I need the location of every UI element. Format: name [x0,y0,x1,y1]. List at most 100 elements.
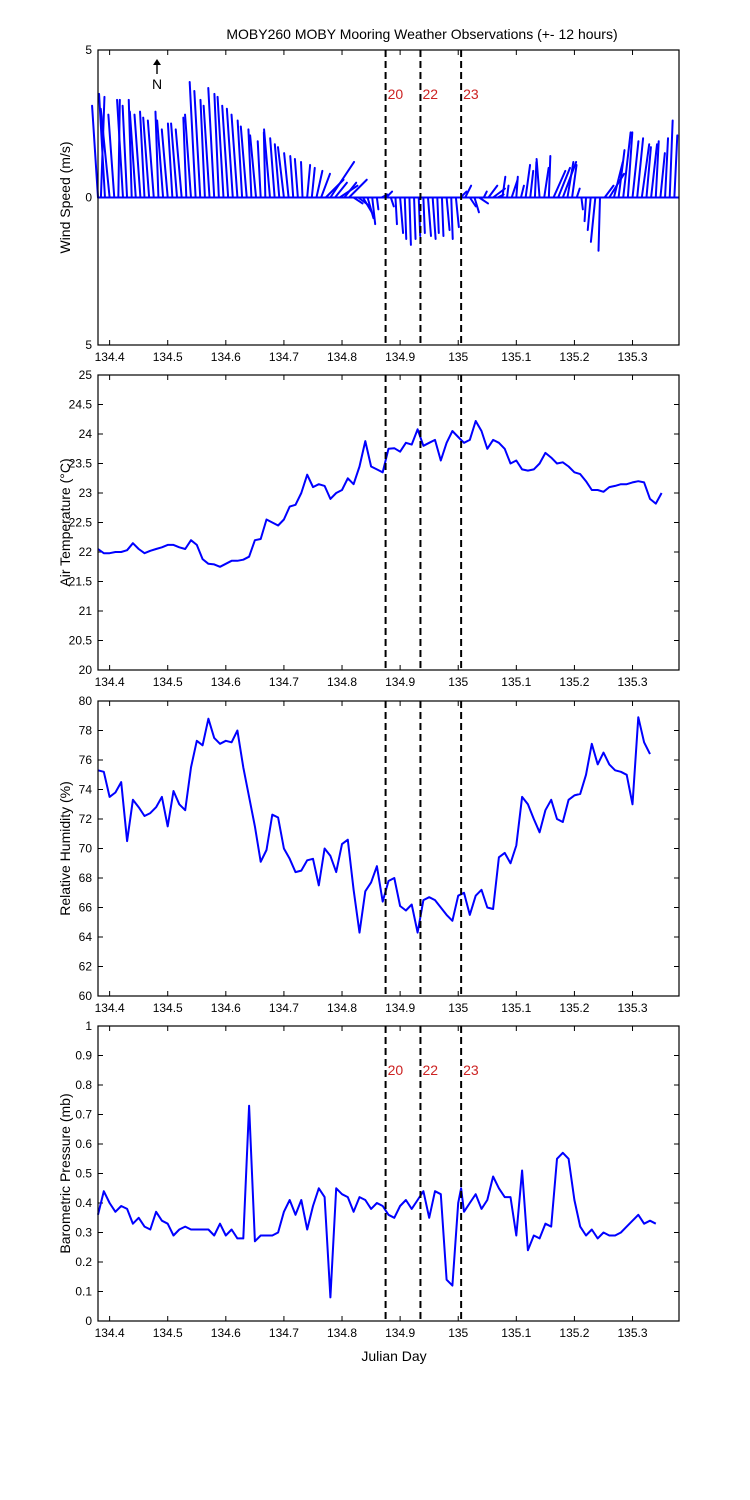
air-temperature-xtick-label: 134.8 [327,675,357,689]
wind-vector [557,166,571,199]
wind-vector [273,143,281,199]
wind-vector [659,152,666,199]
wind-vector [184,113,192,199]
relative-humidity-ylabel: Relative Humidity (%) [57,781,73,916]
wind-vector [262,131,267,199]
barometric-pressure-ylabel: Barometric Pressure (mb) [57,1093,73,1253]
wind-vector [170,122,179,199]
barometric-pressure-panel: Barometric Pressure (mb) 0 0.1 0.2 0.3 0.4 0.5… [57,1019,680,1340]
wind-vector [519,184,525,199]
air-temperature-ytick-label: 24.5 [69,398,93,412]
wind-ytick-label: 0 [85,191,92,205]
wind-vector [133,113,142,199]
wind-vector [188,81,197,199]
wind-xtick-label: 134.7 [269,350,299,364]
barometric-pressure-xtick-label: 135.1 [501,1326,531,1340]
north-indicator: N [152,59,162,92]
event-marker-label: 23 [463,86,479,102]
wind-vector [389,196,395,208]
wind-vector [174,128,183,199]
wind-vector [664,137,670,199]
wind-vector [269,137,276,199]
air-temperature-ytick-label: 24 [79,427,93,441]
wind-xtick-label: 134.8 [327,350,357,364]
relative-humidity-panel: Relative Humidity (%) 60 62 64 66 68 70 72 74 76 7… [57,694,680,1015]
wind-vector [650,143,659,199]
wind-vector [583,196,588,223]
event-marker-label: 20 [388,1062,404,1078]
wind-vector [640,143,651,199]
barometric-pressure-xtick-label: 134.7 [269,1326,299,1340]
wind-vector [654,140,660,199]
wind-vector [300,160,304,199]
wind-vector [139,110,146,199]
relative-humidity-ytick-label: 74 [79,783,93,797]
wind-vector [603,184,615,199]
event-marker-label: 23 [463,1062,479,1078]
figure-title: MOBY260 MOBY Mooring Weather Observation… [226,26,617,42]
wind-ytick-label: 5 [85,338,92,352]
wind-vector [221,104,230,199]
wind-xtick-label: 134.9 [385,350,415,364]
air-temperature-xtick-label: 134.6 [211,675,241,689]
wind-vector [182,116,188,199]
relative-humidity-ytick-label: 70 [79,842,93,856]
wind-vector [347,178,368,199]
wind-ytick-label: 5 [85,43,92,57]
wind-ylabel: Wind Speed (m/s) [57,141,73,253]
north-arrowhead-icon [153,59,161,65]
barometric-pressure-ytick-label: 0.2 [75,1255,92,1269]
wind-vector [626,131,634,199]
air-temperature-xtick-label: 134.7 [269,675,299,689]
event-marker-label: 22 [422,86,438,102]
wind-vector [454,196,460,229]
air-temperature-panel: Air Temperature (°C) 20 20.5 21 21.5 22 22.5 23… [57,368,680,689]
wind-vector [394,196,398,226]
wind-vector [529,169,535,199]
barometric-pressure-ytick-label: 0.4 [75,1196,92,1210]
wind-vector [352,196,364,205]
wind-vector [247,128,253,199]
wind-vector [668,119,674,199]
wind-vector [403,196,408,240]
wind-vector [334,181,348,199]
wind-vector [230,113,239,199]
wind-vector [121,104,129,199]
barometric-pressure-xtick-label: 134.9 [385,1326,415,1340]
barometric-pressure-xtick-label: 135 [448,1326,468,1340]
wind-vector [202,104,211,199]
relative-humidity-series-line [97,716,651,934]
wind-vector [256,140,262,199]
wind-vector [543,166,550,199]
barometric-pressure-ytick-label: 0 [85,1314,92,1328]
wind-vector [236,119,244,199]
event-marker-label: 22 [422,1062,438,1078]
air-temperature-axes-frame [97,374,680,671]
relative-humidity-xtick-label: 134.8 [327,1001,357,1015]
wind-vector [464,184,473,199]
air-temperature-ytick-label: 22.5 [69,516,93,530]
wind-xtick-label: 135 [448,350,468,364]
barometric-pressure-xtick-label: 134.4 [95,1326,125,1340]
air-temperature-xtick-label: 134.4 [95,675,125,689]
wind-vector [385,190,394,199]
wind-vector [468,196,477,208]
wind-vector [199,98,206,199]
air-temperature-xtick-label: 135.3 [618,675,648,689]
wind-vector [487,184,499,199]
wind-vector [166,122,174,199]
relative-humidity-xtick-label: 134.9 [385,1001,415,1015]
relative-humidity-ytick-label: 60 [79,989,93,1003]
wind-vector [422,196,426,235]
relative-humidity-ytick-label: 62 [79,960,93,974]
wind-vector [673,134,679,199]
relative-humidity-ytick-label: 66 [79,901,93,915]
wind-vector [216,95,225,199]
air-temperature-ytick-label: 23 [79,486,93,500]
wind-xtick-label: 135.3 [618,350,648,364]
wind-vector [289,155,295,199]
relative-humidity-ytick-label: 72 [79,812,93,826]
relative-humidity-xtick-label: 135.2 [559,1001,589,1015]
relative-humidity-xtick-label: 134.4 [95,1001,125,1015]
wind-vector [501,175,507,199]
